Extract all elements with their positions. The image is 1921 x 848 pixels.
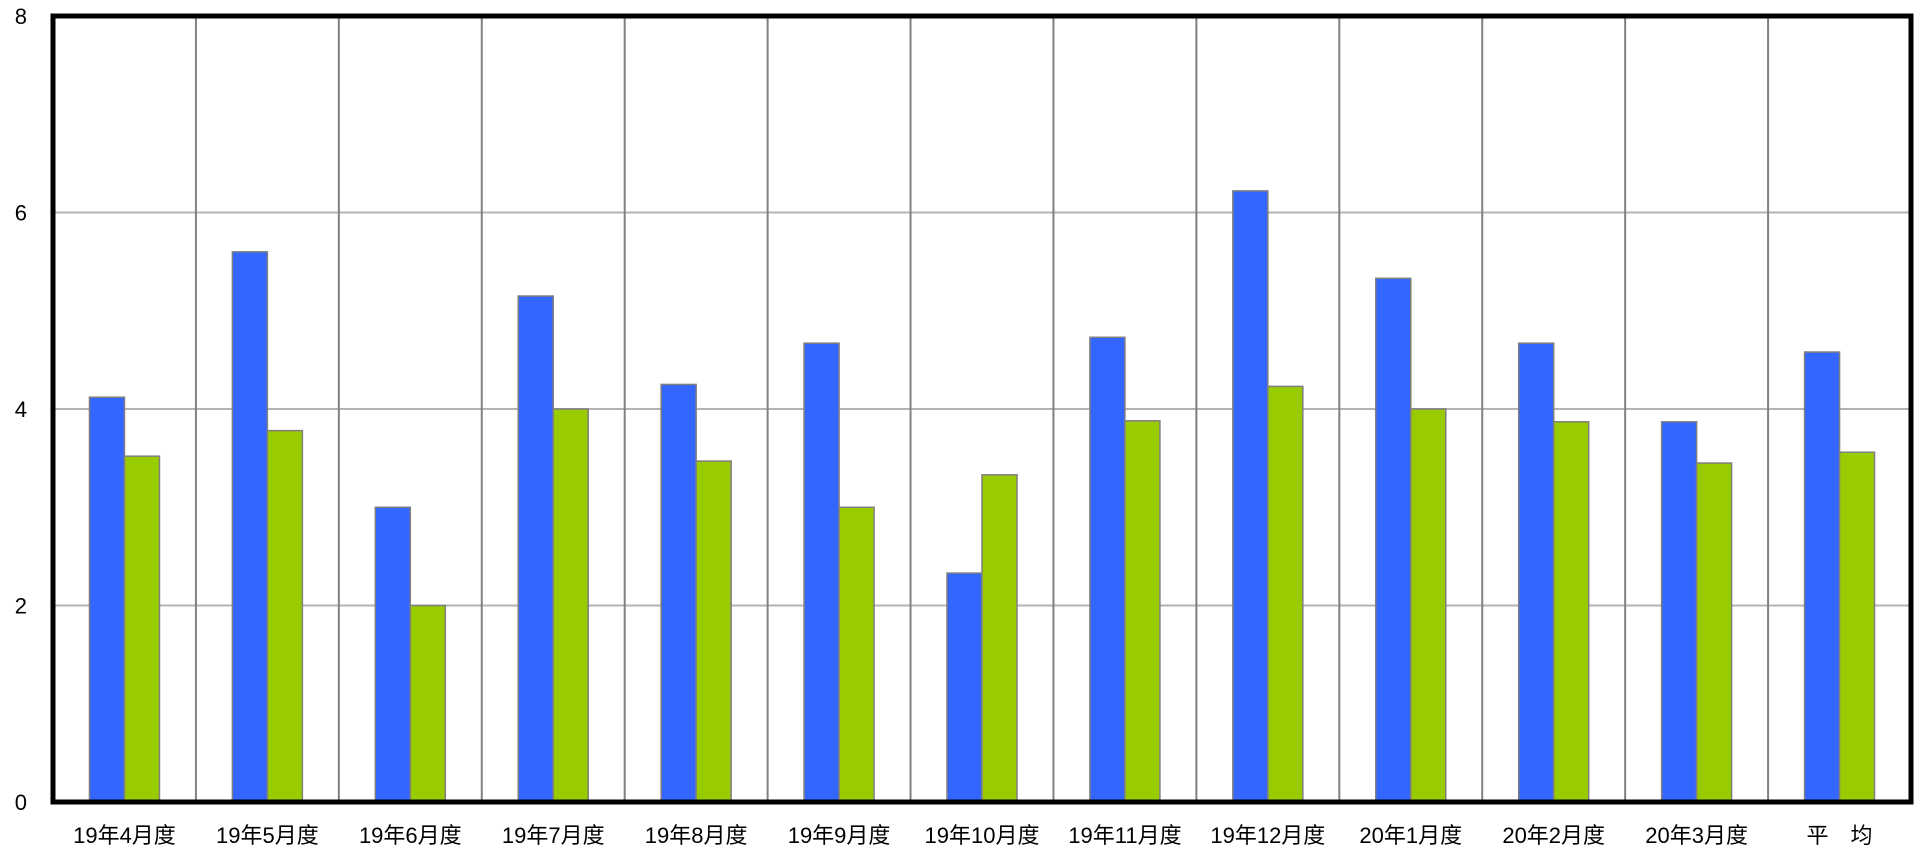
bar-series1-7 (946, 572, 983, 803)
bar-series1-9 (1232, 190, 1269, 803)
y-tick-label: 8 (15, 4, 27, 29)
bar-series2-13 (1838, 451, 1876, 803)
x-category-label: 19年7月度 (502, 823, 605, 848)
bar-series1-6 (803, 342, 840, 803)
x-category-label: 20年1月度 (1359, 823, 1462, 848)
x-category-label: 19年8月度 (645, 823, 748, 848)
vertical-gridlines (194, 16, 1770, 802)
bar-series1-4 (517, 295, 554, 803)
x-category-label: 20年2月度 (1502, 823, 1605, 848)
bars (88, 190, 1876, 803)
bar-series1-5 (660, 383, 697, 803)
bar-series2-4 (552, 408, 589, 803)
x-category-label: 19年5月度 (216, 823, 319, 848)
bar-series2-2 (266, 429, 304, 803)
bar-series1-8 (1089, 336, 1126, 803)
bar-series2-6 (838, 506, 875, 803)
bar-series2-9 (1267, 385, 1304, 803)
bar-series1-11 (1517, 342, 1555, 803)
bar-series2-8 (1124, 420, 1161, 803)
bar-series1-13 (1803, 351, 1841, 803)
plot-area-border (50, 13, 1914, 805)
bar-series1-10 (1375, 277, 1412, 803)
x-category-label: 19年4月度 (73, 823, 176, 848)
y-tick-label: 2 (15, 594, 27, 619)
bar-series1-2 (231, 251, 269, 803)
x-axis-category-labels: 19年4月度 19年5月度 19年6月度 19年7月度 19年8月度 19年9月度 19年1… (73, 823, 1872, 848)
bar-series2-7 (981, 474, 1018, 803)
x-category-label: 19年11月度 (1068, 823, 1181, 848)
bar-series2-5 (695, 460, 732, 803)
bar-series2-10 (1410, 408, 1447, 803)
x-category-label: 19年10月度 (925, 823, 1040, 848)
bar-series2-1 (123, 455, 161, 803)
x-category-label: 19年6月度 (359, 823, 462, 848)
bar-series2-11 (1552, 421, 1590, 803)
x-category-label: 19年9月度 (788, 823, 891, 848)
x-category-label: 20年3月度 (1645, 823, 1748, 848)
bar-series1-3 (374, 506, 412, 803)
x-category-label: 平 均 (1807, 823, 1873, 848)
bar-series1-12 (1660, 421, 1698, 803)
x-category-label: 19年12月度 (1210, 823, 1325, 848)
bar-series2-12 (1695, 462, 1733, 803)
y-tick-label: 0 (15, 790, 27, 815)
y-tick-label: 6 (15, 201, 27, 226)
bar-series2-3 (409, 604, 447, 803)
bar-series1-1 (88, 396, 126, 803)
y-axis-tick-labels: 0 2 4 6 8 (15, 4, 27, 815)
y-tick-label: 4 (15, 397, 27, 422)
